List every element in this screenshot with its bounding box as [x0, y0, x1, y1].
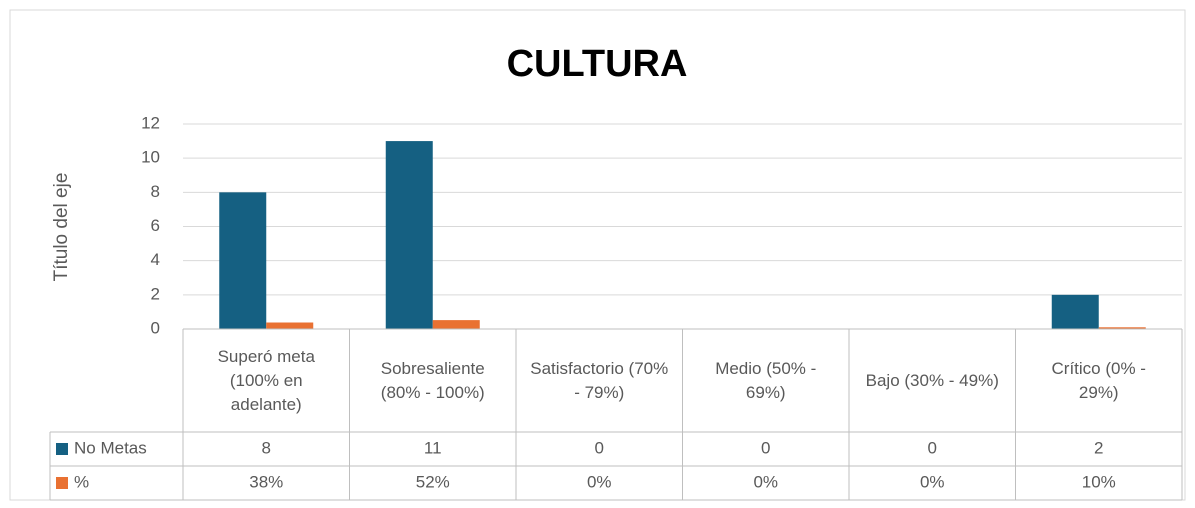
legend-label: % — [74, 472, 89, 491]
y-tick-label: 0 — [151, 318, 160, 337]
table-value: 0% — [753, 472, 778, 491]
x-tick-label: Satisfactorio (70% - 79%) — [530, 358, 669, 402]
x-tick-label: Medio (50% - 69%) — [715, 358, 817, 402]
legend-key — [56, 443, 68, 455]
legend-label: No Metas — [74, 438, 147, 457]
table-value: 2 — [1094, 438, 1103, 457]
bar — [1098, 327, 1146, 329]
legend-key — [56, 477, 68, 489]
table-value: 0% — [920, 472, 945, 491]
y-axis-title: Título del eje — [51, 173, 72, 282]
y-tick-label: 2 — [151, 284, 160, 303]
chart-border — [9, 9, 1186, 501]
y-tick-label: 8 — [151, 182, 160, 201]
x-tick-label: Sobresaliente (80% - 100%) — [380, 358, 485, 402]
bar — [432, 320, 480, 329]
table-value: 0 — [761, 438, 770, 457]
y-tick-label: 4 — [151, 250, 160, 269]
bar — [266, 322, 314, 329]
table-value: 0 — [928, 438, 937, 457]
table-value: 8 — [262, 438, 271, 457]
y-tick-label: 10 — [141, 148, 160, 167]
table-value: 52% — [416, 472, 450, 491]
bar — [1051, 294, 1099, 329]
table-value: 10% — [1082, 472, 1116, 491]
y-tick-label: 6 — [151, 216, 160, 235]
x-tick-label: Crítico (0% - 29%) — [1051, 358, 1146, 402]
chart-title: CULTURA — [507, 43, 688, 85]
y-tick-label: 12 — [141, 113, 160, 132]
table-value: 11 — [424, 438, 442, 457]
x-tick-label: Bajo (30% - 49%) — [865, 370, 999, 390]
bar — [219, 192, 267, 329]
table-value: 38% — [249, 472, 283, 491]
table-value: 0% — [587, 472, 612, 491]
x-tick-label: Superó meta (100% en adelante) — [217, 346, 315, 414]
table-value: 0 — [595, 438, 604, 457]
bar — [385, 141, 433, 329]
